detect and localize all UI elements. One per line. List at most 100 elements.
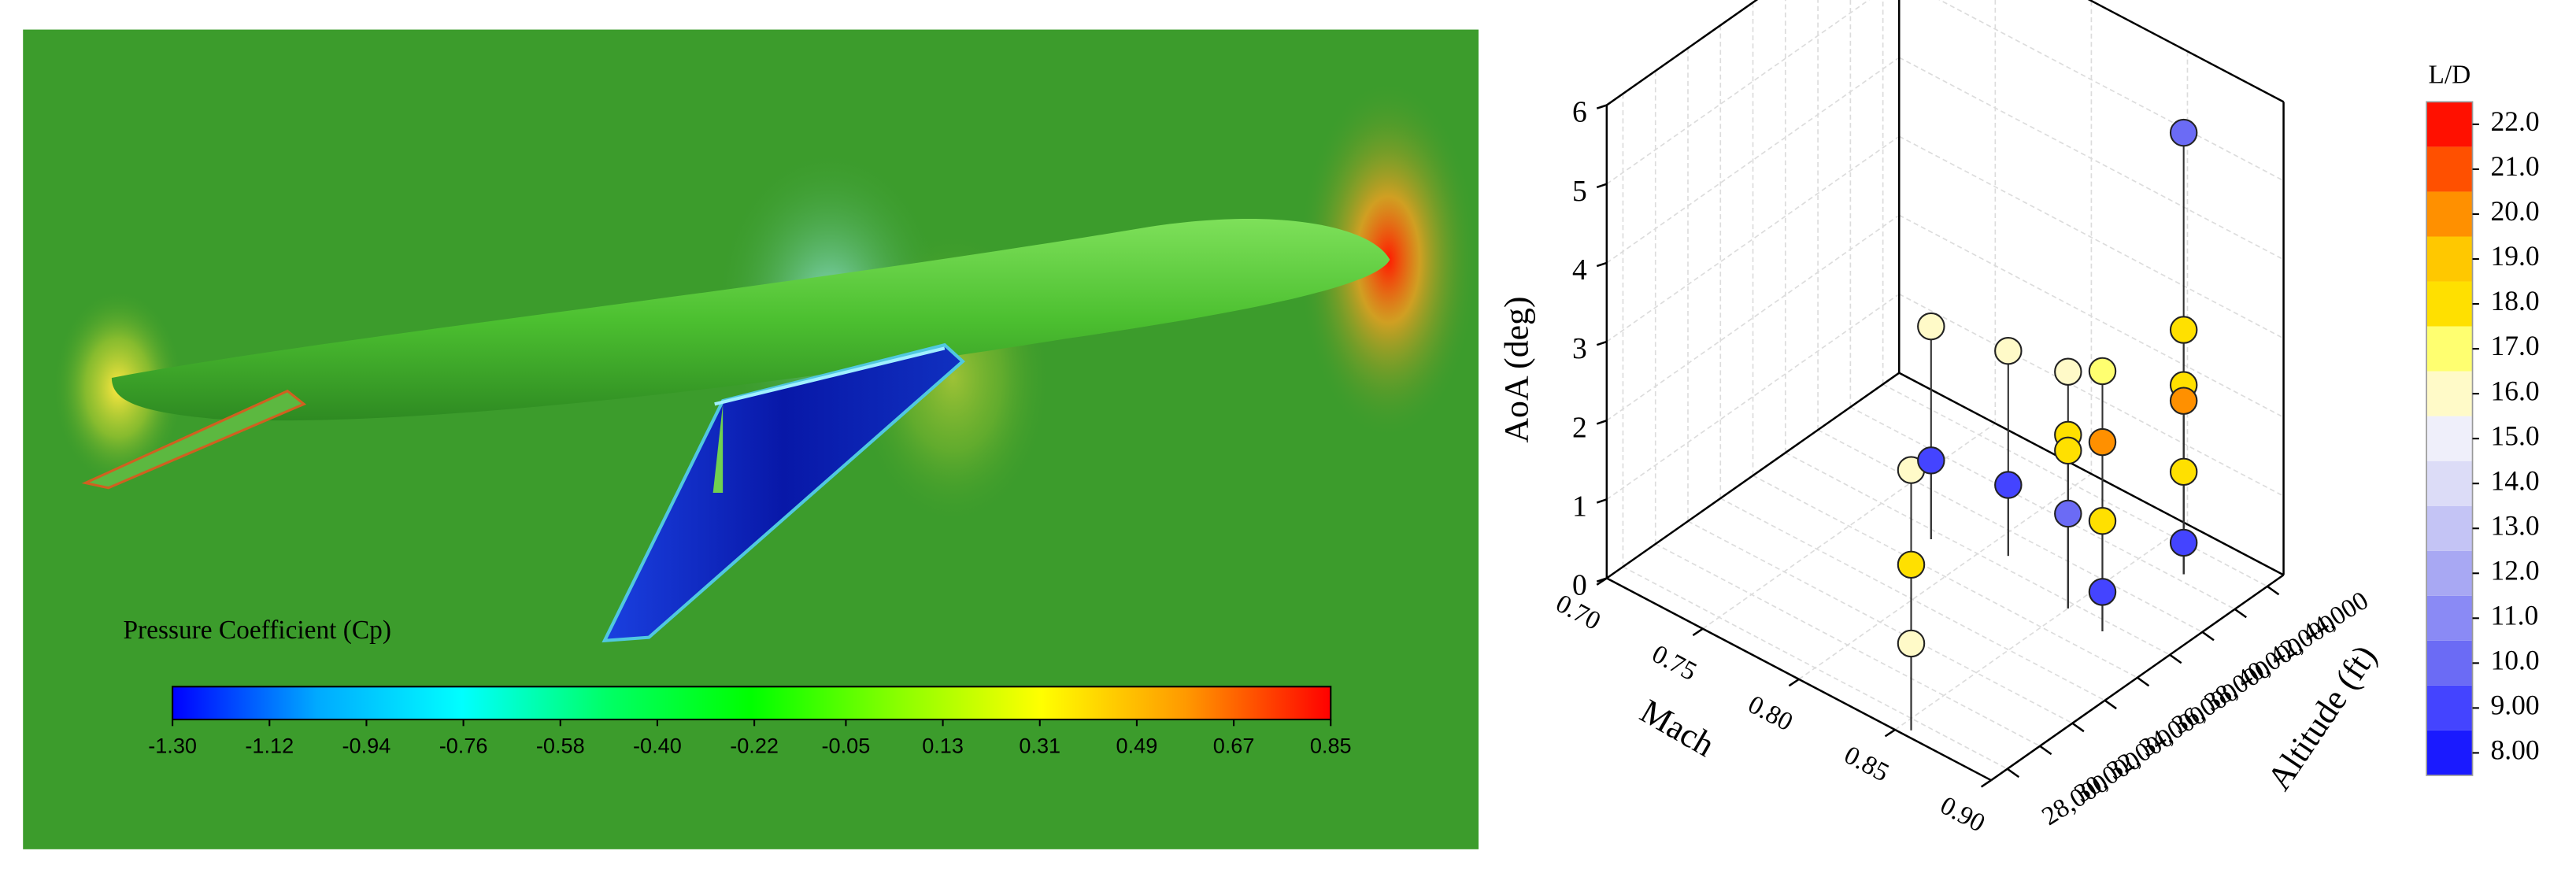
colorbar-tick-label: 8.00	[2490, 734, 2539, 766]
scatter-point	[2169, 316, 2198, 344]
grid-line	[1817, 429, 2203, 633]
scatter-point	[1994, 336, 2023, 365]
z-tick-label: 0	[1572, 570, 1587, 602]
wing-edge	[714, 346, 946, 406]
x-tick-label: 0.75	[1647, 639, 1701, 686]
grid-line	[1898, 214, 2284, 418]
colorbar-band	[2426, 595, 2473, 641]
colorbar-band	[2426, 191, 2473, 237]
x-tick-label: 0.85	[1839, 740, 1893, 787]
grid-line	[1894, 523, 2188, 731]
colorbar-band	[2426, 281, 2473, 327]
grid-line	[1687, 520, 2073, 724]
tick-mark	[2137, 676, 2150, 687]
grid-line	[1719, 498, 2105, 701]
colorbar-band	[2426, 236, 2473, 282]
tick-mark	[2007, 768, 2020, 779]
scatter-point	[2169, 457, 2198, 486]
grid-line	[1752, 475, 2138, 679]
z-axis-title: AoA (deg)	[1497, 296, 1535, 442]
cfd-render	[23, 29, 1479, 849]
grid-line	[1785, 452, 2171, 656]
grid-line	[1849, 406, 2236, 610]
colorbar-band	[2426, 146, 2473, 192]
tick-label: 0.31	[1019, 734, 1060, 758]
tick-label: -1.30	[148, 734, 197, 758]
tick-mark	[2234, 608, 2247, 619]
tick-label: 0.49	[1116, 734, 1158, 758]
grid-line	[1606, 57, 1900, 264]
tick-label: -0.22	[730, 734, 779, 758]
tick-mark	[1596, 420, 1608, 425]
colorbar-band	[2426, 326, 2473, 372]
colorbar-tick-label: 15.0	[2490, 420, 2539, 451]
scatter-point	[1917, 446, 1945, 475]
colorbar-tick-label: 9.00	[2490, 690, 2539, 721]
grid-line	[1882, 383, 2268, 587]
tick-label: -0.40	[633, 734, 682, 758]
colorbar-tick-label: 17.0	[2490, 330, 2539, 361]
x-tick-label: 0.70	[1551, 589, 1605, 636]
grid-line	[1655, 543, 2041, 747]
colorbar-tick-label: 21.0	[2490, 150, 2539, 182]
scatter-point	[2054, 499, 2082, 528]
grid-line	[1898, 135, 2284, 339]
scatter-point	[1994, 471, 2023, 499]
tick-mark	[2071, 722, 2085, 733]
colorbar-band	[2426, 730, 2473, 775]
scatter-point	[2054, 357, 2082, 386]
cp-colorbar: -1.30 -1.12 -0.94 -0.76 -0.58 -0.40 -0.22 -0.05…	[148, 686, 1352, 758]
tick-mark	[1596, 183, 1608, 189]
tick-label: -0.58	[536, 734, 585, 758]
scatter-point	[1897, 550, 1926, 579]
grid-line	[1623, 566, 2008, 770]
tick-label: -0.05	[822, 734, 871, 758]
z-tick-label: 6	[1572, 97, 1587, 129]
colorbar-tick-label: 11.0	[2490, 599, 2538, 631]
colorbar-band	[2426, 550, 2473, 596]
colorbar-tick-label: 19.0	[2490, 240, 2539, 272]
scatter-point	[2088, 427, 2117, 457]
tick-mark	[1596, 498, 1608, 504]
ld-colorbar: L/D 8.00 9.00 10.0 11.0 12.0 13.0 14.0 15.0 16.0 1…	[2426, 61, 2540, 776]
z-tick-label: 2	[1572, 412, 1587, 444]
tail-stabilizer	[81, 389, 307, 490]
colorbar-band	[2426, 640, 2473, 686]
tick-mark	[2267, 585, 2280, 596]
tick-mark	[2201, 631, 2215, 642]
flap-fairing	[712, 404, 724, 494]
z-tick-label: 3	[1572, 333, 1587, 365]
z-tick-label: 5	[1572, 176, 1587, 208]
tick-mark	[1596, 261, 1608, 268]
colorbar-tick-label: 20.0	[2490, 195, 2539, 227]
colorbar-scale	[172, 686, 1332, 721]
colorbar-tick-label: 12.0	[2490, 554, 2539, 586]
y-tick-label: 44,000	[2297, 586, 2373, 649]
colorbar-band	[2426, 371, 2473, 416]
grid-line	[1606, 0, 1871, 185]
colorbar-tick-label: 16.0	[2490, 375, 2539, 406]
grid-line	[1606, 214, 1900, 421]
tick-label: 0.85	[1310, 734, 1352, 758]
scatter-point	[2169, 118, 2198, 147]
z-tick-label: 4	[1572, 254, 1587, 287]
colorbar-tick-label: 13.0	[2490, 509, 2539, 541]
main-wing	[601, 342, 965, 643]
tick-mark	[1980, 779, 1992, 788]
grid-line	[1606, 135, 1900, 342]
colorbar-band	[2426, 461, 2473, 506]
colorbar-tick-label: 18.0	[2490, 285, 2539, 316]
colorbar-band	[2426, 416, 2473, 461]
scatter-point	[1897, 629, 1926, 658]
grid-line	[1606, 293, 1900, 501]
colorbar-band	[2426, 505, 2473, 551]
box-edge	[1606, 0, 1759, 106]
box-edge	[1898, 372, 2285, 576]
tick-mark	[1884, 728, 1896, 738]
colorbar-tick-label: 10.0	[2490, 644, 2539, 675]
grid-line	[1898, 293, 2284, 497]
tick-mark	[1788, 678, 1800, 687]
